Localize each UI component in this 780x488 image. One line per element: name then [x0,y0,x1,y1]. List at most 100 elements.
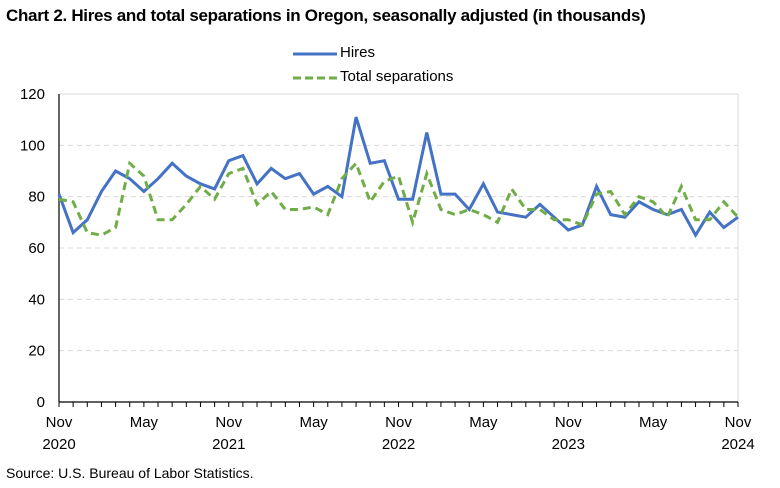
data-point-total-separations [553,218,556,221]
data-point-total-separations [538,208,541,211]
gridlines [59,93,739,402]
x-tick-label-month: May [639,414,668,431]
data-point-hires [86,218,89,221]
x-tick-label-month: Nov [725,414,752,431]
data-point-total-separations [652,200,655,203]
data-point-hires [58,193,61,196]
data-point-hires [496,211,499,214]
data-point-total-separations [326,213,329,216]
data-point-total-separations [581,223,584,226]
data-point-total-separations [708,218,711,221]
x-tick-label-month: May [130,414,159,431]
x-tick-label-month: Nov [385,414,412,431]
data-point-hires [454,193,457,196]
data-point-total-separations [496,221,499,224]
data-point-total-separations [609,190,612,193]
data-point-total-separations [567,218,570,221]
data-point-total-separations [199,185,202,188]
data-point-hires [100,190,103,193]
y-tick-label: 40 [28,291,45,308]
data-point-hires [142,190,145,193]
series-line-total-separations [58,160,740,237]
data-point-total-separations [227,172,230,175]
data-point-total-separations [157,218,160,221]
data-point-total-separations [425,172,428,175]
y-tick-label: 0 [37,394,45,411]
data-point-total-separations [666,216,669,219]
x-tick-label-year: 2020 [42,436,75,453]
y-tick-label: 120 [20,86,45,103]
data-point-total-separations [482,213,485,216]
data-point-hires [538,203,541,206]
data-point-total-separations [595,193,598,196]
data-point-hires [637,200,640,203]
data-point-hires [284,177,287,180]
x-tick-label-year: 2022 [382,436,415,453]
data-point-total-separations [411,221,414,224]
data-point-total-separations [142,175,145,178]
data-point-hires [171,162,174,165]
legend-label-hires: Hires [340,44,376,61]
axes: 0 20 40 60 80 100 120 Nov 2020 May Nov 2021 May Nov 20… [20,86,755,453]
data-point-hires [298,172,301,175]
data-point-total-separations [340,177,343,180]
data-point-total-separations [213,198,216,201]
data-point-total-separations [171,218,174,221]
data-point-total-separations [737,216,740,219]
data-point-total-separations [510,187,513,190]
data-point-total-separations [58,198,61,201]
data-point-total-separations [383,180,386,183]
data-point-hires [369,162,372,165]
data-point-hires [694,234,697,237]
data-point-hires [708,211,711,214]
x-tick-label-year: 2024 [721,436,754,453]
data-point-total-separations [312,205,315,208]
data-point-total-separations [128,162,131,165]
data-point-total-separations [86,231,89,234]
data-point-hires [326,185,329,188]
data-point-hires [595,185,598,188]
data-point-hires [510,213,513,216]
data-point-total-separations [355,162,358,165]
data-point-total-separations [468,208,471,211]
data-point-total-separations [284,208,287,211]
x-tick-label-month: Nov [46,414,73,431]
x-tick-label-year: 2023 [552,436,585,453]
data-point-hires [652,208,655,211]
data-point-total-separations [72,200,75,203]
data-point-total-separations [100,234,103,237]
data-point-hires [609,213,612,216]
data-point-hires [72,231,75,234]
x-tick-label-month: May [469,414,498,431]
data-point-hires [722,226,725,229]
data-point-hires [157,177,160,180]
data-point-hires [256,182,259,185]
data-point-hires [411,198,414,201]
data-point-total-separations [256,203,259,206]
data-point-total-separations [397,175,400,178]
y-tick-label: 100 [20,137,45,154]
y-tick-label: 60 [28,240,45,257]
data-point-total-separations [439,208,442,211]
data-point-total-separations [185,203,188,206]
data-point-total-separations [524,208,527,211]
x-tick-label-month: May [299,414,328,431]
data-point-hires [128,177,131,180]
data-point-total-separations [369,200,372,203]
data-point-total-separations [694,218,697,221]
legend-label-total-separations: Total separations [340,68,454,85]
data-point-hires [439,193,442,196]
data-point-hires [383,159,386,162]
data-point-total-separations [298,208,301,211]
legend [293,52,337,80]
data-point-hires [312,193,315,196]
data-point-hires [355,116,358,119]
series-lines [57,116,740,239]
chart-title: Chart 2. Hires and total separations in … [6,6,646,25]
data-point-total-separations [270,190,273,193]
data-point-hires [185,175,188,178]
data-point-total-separations [623,213,626,216]
data-point-total-separations [114,226,117,229]
data-point-hires [567,229,570,232]
